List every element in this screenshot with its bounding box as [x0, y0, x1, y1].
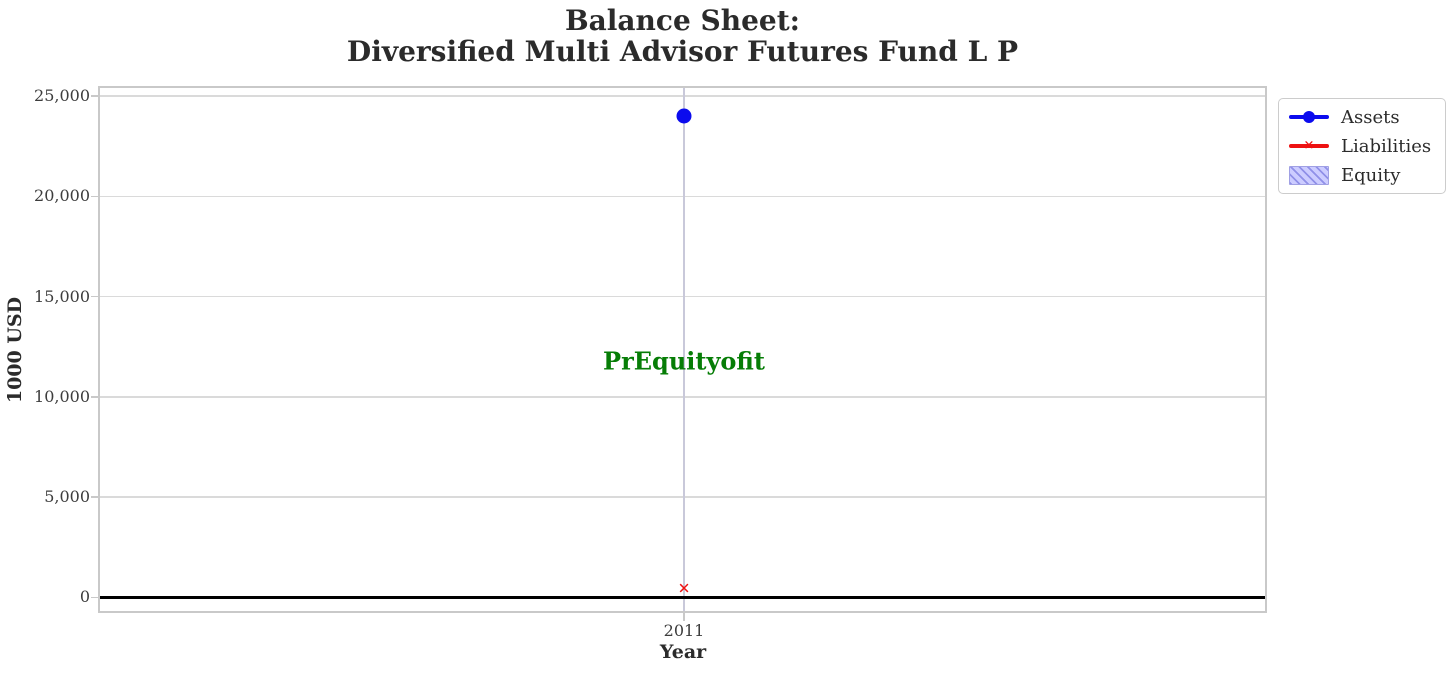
- legend-line-swatch: [1289, 111, 1329, 123]
- y-tick-label: 25,000: [34, 86, 90, 106]
- chart-title-line-1: Balance Sheet:: [564, 4, 801, 37]
- y-tick-mark: [91, 496, 98, 498]
- chart-title-line-2: Diversified Multi Advisor Futures Fund L…: [346, 35, 1019, 68]
- y-tick-label: 0: [79, 587, 90, 607]
- grid-line-y: [100, 295, 1265, 298]
- liabilities-marker: ✕: [677, 579, 691, 598]
- legend-item-equity: Equity: [1289, 163, 1435, 187]
- y-tick-label: 10,000: [34, 386, 90, 406]
- assets-marker: [676, 108, 692, 124]
- x-axis-label: Year: [659, 641, 707, 663]
- legend-item-liabilities: ✕ Liabilities: [1289, 134, 1435, 158]
- y-tick-mark: [91, 195, 98, 198]
- y-tick-mark: [91, 396, 98, 398]
- grid-line-y: [100, 496, 1265, 498]
- y-tick-label: 15,000: [34, 286, 90, 306]
- plot-area: ✕ PrEquityofit: [91, 86, 1267, 621]
- legend-label: Equity: [1341, 164, 1401, 186]
- equity-annotation: PrEquityofit: [603, 346, 765, 376]
- grid-line-y: [100, 396, 1265, 398]
- y-tick-mark: [91, 95, 98, 97]
- x-tick-label: 2011: [663, 621, 705, 640]
- grid-line-y: [100, 195, 1265, 198]
- legend: Assets ✕ Liabilities Equity: [1278, 98, 1446, 194]
- legend-item-assets: Assets: [1289, 105, 1435, 129]
- x-tick-mark: [683, 613, 685, 621]
- y-tick-label: 5,000: [44, 487, 90, 507]
- grid-line-x-2011: [683, 88, 685, 611]
- y-tick-mark: [91, 295, 98, 298]
- grid-line-y: [100, 95, 1265, 97]
- y-tick-label: 20,000: [34, 186, 90, 206]
- y-tick-mark: [91, 596, 98, 599]
- legend-marker-x-icon: ✕: [1303, 138, 1315, 154]
- legend-label: Liabilities: [1341, 135, 1432, 157]
- legend-marker-circle-icon: [1303, 111, 1315, 123]
- legend-label: Assets: [1341, 106, 1400, 128]
- zero-axis-line: [100, 595, 1265, 599]
- legend-hatch-swatch-icon: [1289, 165, 1329, 185]
- y-axis-tick-labels: 0 5,000 10,000 15,000 20,000 25,000: [0, 0, 90, 673]
- chart-title: Balance Sheet: Diversified Multi Advisor…: [100, 5, 1265, 67]
- legend-line-swatch: ✕: [1289, 140, 1329, 153]
